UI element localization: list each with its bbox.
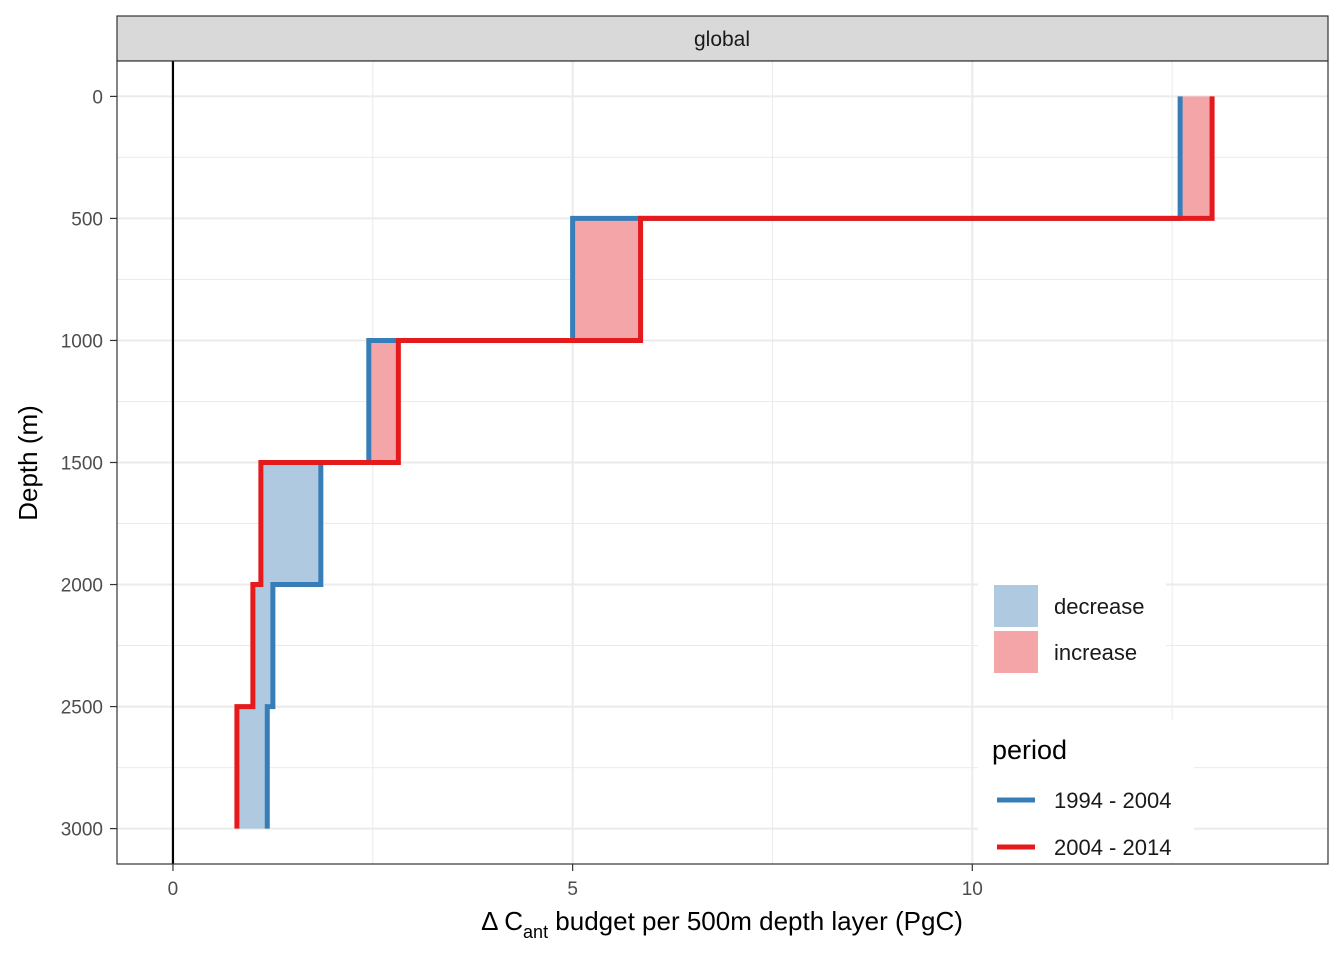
x-axis-title: Δ Cant budget per 500m depth layer (PgC) <box>481 906 963 942</box>
x-tick-label: 0 <box>168 879 179 900</box>
x-axis-title-prefix: Δ C <box>481 906 523 936</box>
line-legend-title: period <box>992 735 1067 765</box>
legend: decrease increase period 1994 - 2004 200… <box>978 575 1194 862</box>
legend-key-decrease <box>994 585 1038 627</box>
y-tick-label: 0 <box>92 87 103 108</box>
y-tick-label: 2500 <box>61 698 103 719</box>
line-legend-background <box>978 720 1194 862</box>
legend-key-increase <box>994 631 1038 673</box>
x-axis-title-subscript: ant <box>523 922 548 942</box>
series-line-2004-2014 <box>234 96 1215 829</box>
y-tick-label: 3000 <box>61 820 103 841</box>
fill-decrease <box>236 706 268 829</box>
y-tick-label: 2000 <box>61 576 103 597</box>
facet-label: global <box>694 28 750 51</box>
legend-label-1994-2004: 1994 - 2004 <box>1054 788 1171 813</box>
y-tick-label: 500 <box>71 209 103 230</box>
series-lines <box>234 96 1215 829</box>
y-axis-title: Depth (m) <box>13 405 43 521</box>
y-axis: 0 500 1000 1500 2000 2500 3000 <box>61 87 117 841</box>
fill-increase <box>572 218 641 341</box>
legend-label-increase: increase <box>1054 640 1137 665</box>
fill-decrease <box>260 462 321 585</box>
y-tick-label: 1500 <box>61 454 103 475</box>
y-tick-label: 1000 <box>61 331 103 352</box>
legend-label-decrease: decrease <box>1054 594 1145 619</box>
facet-strip <box>116 15 1329 62</box>
x-axis: 0 5 10 <box>168 864 983 900</box>
difference-fills <box>236 96 1213 829</box>
x-tick-label: 5 <box>567 879 578 900</box>
x-tick-label: 10 <box>962 879 983 900</box>
fill-increase <box>368 340 399 463</box>
legend-label-2004-2014: 2004 - 2014 <box>1054 835 1171 860</box>
fill-decrease <box>252 584 273 707</box>
fill-increase <box>1180 96 1213 219</box>
x-axis-title-suffix: budget per 500m depth layer (PgC) <box>548 906 963 936</box>
